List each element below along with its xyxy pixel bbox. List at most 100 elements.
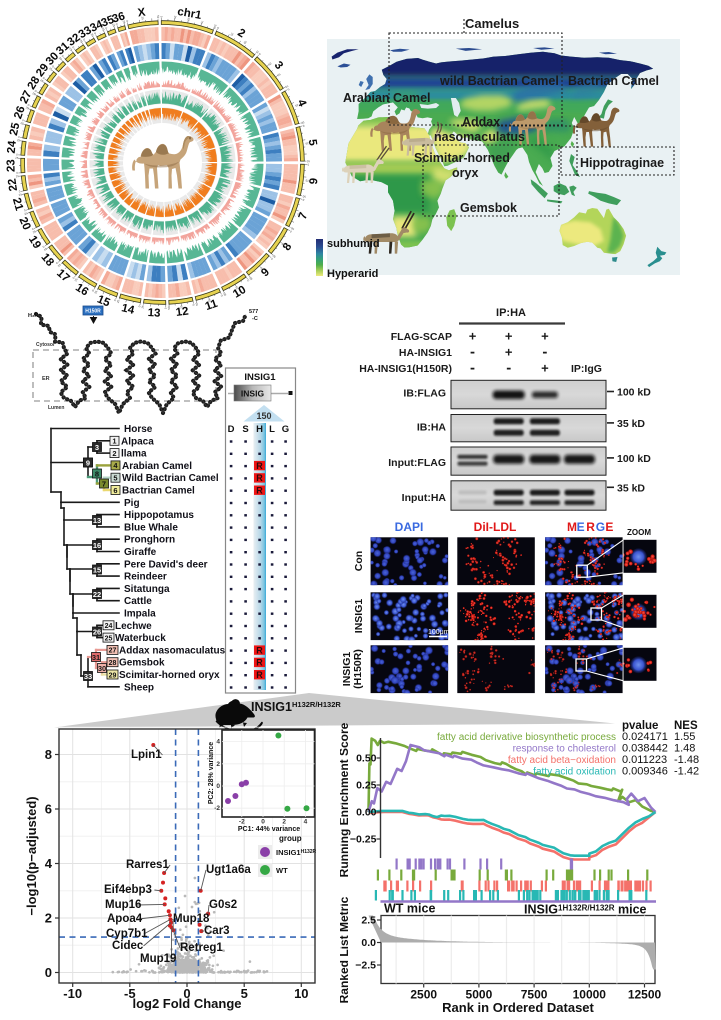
svg-text:26: 26 [93, 627, 101, 636]
svg-text:INSIG1H132R: INSIG1H132R [276, 848, 317, 857]
svg-text:0.0: 0.0 [361, 937, 376, 949]
svg-text:Lechwe: Lechwe [115, 621, 152, 632]
svg-text:8: 8 [95, 469, 99, 478]
svg-text:27: 27 [109, 648, 117, 655]
svg-text:24: 24 [6, 140, 19, 155]
svg-text:Cattle: Cattle [124, 596, 152, 607]
svg-text:Eif4ebp3: Eif4ebp3 [104, 884, 152, 896]
svg-text:25: 25 [74, 277, 79, 282]
svg-text:75: 75 [200, 20, 205, 25]
svg-text:10000: 10000 [573, 988, 607, 1002]
svg-text:fatty acid oxidation: fatty acid oxidation [533, 767, 616, 778]
svg-text:0: 0 [191, 303, 195, 306]
svg-text:16: 16 [73, 282, 90, 299]
svg-text:23: 23 [5, 159, 17, 172]
svg-text:50: 50 [300, 120, 305, 125]
svg-text:Mup16: Mup16 [105, 899, 141, 911]
svg-text:INSIG1: INSIG1 [353, 599, 365, 634]
svg-text:25: 25 [8, 121, 23, 137]
svg-text:Wild Bactrian Camel: Wild Bactrian Camel [122, 473, 219, 484]
svg-text:25: 25 [43, 247, 48, 252]
svg-text:50: 50 [156, 15, 160, 19]
svg-text:E: E [605, 520, 613, 534]
svg-text:+: + [505, 329, 513, 344]
svg-text:4: 4 [113, 461, 118, 470]
svg-text:13: 13 [93, 516, 101, 525]
svg-text:HA-INSIG1: HA-INSIG1 [399, 347, 452, 359]
svg-text:25: 25 [68, 47, 73, 52]
svg-text:-: - [542, 344, 547, 361]
svg-text:0: 0 [125, 20, 129, 23]
svg-text:IP:HA: IP:HA [496, 307, 526, 319]
svg-text:Lumen: Lumen [48, 405, 64, 411]
svg-text:25: 25 [18, 192, 22, 197]
svg-text:+: + [541, 329, 549, 344]
svg-text:25: 25 [20, 121, 24, 126]
svg-text:DiI-LDL: DiI-LDL [474, 520, 517, 534]
svg-text:0: 0 [27, 103, 30, 107]
svg-text:0: 0 [261, 819, 265, 826]
svg-text:-: - [506, 360, 511, 377]
svg-text:12500: 12500 [628, 988, 662, 1002]
svg-text:25: 25 [173, 15, 177, 19]
svg-text:Ranked List Metric: Ranked List Metric [340, 896, 351, 1003]
svg-text:0.25: 0.25 [356, 780, 377, 792]
svg-text:G: G [596, 520, 605, 534]
svg-text:Rarres1: Rarres1 [126, 859, 169, 871]
svg-text:Giraffe: Giraffe [124, 547, 157, 558]
svg-text:INSIG1: INSIG1 [244, 372, 276, 383]
svg-text:0.009346: 0.009346 [622, 766, 668, 778]
svg-text:577: 577 [249, 309, 258, 315]
svg-text:0: 0 [18, 189, 21, 193]
svg-text:0: 0 [216, 26, 220, 29]
svg-text:-2: -2 [214, 805, 220, 812]
svg-text:Con: Con [353, 551, 365, 571]
svg-text:50: 50 [276, 72, 281, 77]
svg-text:28: 28 [109, 660, 117, 667]
svg-text:INSIG1H132R/H132R mice: INSIG1H132R/H132R mice [524, 903, 647, 917]
svg-text:-10: -10 [63, 986, 82, 1001]
svg-text:−2.5: −2.5 [355, 960, 376, 972]
svg-text:0: 0 [82, 38, 86, 42]
svg-text:33: 33 [77, 24, 94, 41]
svg-text:25: 25 [105, 635, 113, 642]
svg-text:subhumid: subhumid [327, 238, 380, 250]
svg-text:50: 50 [242, 40, 247, 45]
svg-text:G0s2: G0s2 [209, 899, 237, 911]
svg-text:25: 25 [58, 56, 63, 61]
svg-text:0: 0 [18, 135, 21, 139]
svg-text:pvalue: pvalue [622, 720, 658, 732]
svg-text:Cyp7b1: Cyp7b1 [106, 928, 148, 940]
svg-text:0: 0 [137, 305, 141, 308]
svg-text:100 kD: 100 kD [617, 387, 651, 399]
svg-text:25: 25 [101, 27, 106, 32]
svg-text:Horse: Horse [124, 424, 153, 435]
svg-text:Pig: Pig [124, 498, 140, 509]
svg-text:Mup18: Mup18 [173, 913, 210, 925]
svg-text:chr1: chr1 [176, 6, 203, 22]
svg-text:R: R [256, 670, 263, 680]
svg-text:25: 25 [122, 20, 127, 24]
svg-text:Car3: Car3 [204, 925, 230, 937]
svg-text:0: 0 [71, 45, 75, 49]
svg-text:6: 6 [45, 802, 52, 817]
svg-text:25: 25 [229, 32, 234, 37]
svg-text:IB:HA: IB:HA [417, 422, 447, 434]
svg-text:0: 0 [93, 32, 97, 36]
svg-text:1.48: 1.48 [674, 743, 695, 755]
svg-text:WT: WT [276, 866, 288, 875]
svg-text:50: 50 [290, 226, 295, 231]
svg-text:llama: llama [121, 449, 147, 460]
svg-text:Arabian Camel: Arabian Camel [122, 461, 192, 472]
svg-text:34: 34 [88, 18, 105, 35]
svg-text:INSIG: INSIG [241, 389, 265, 399]
svg-text:50: 50 [248, 276, 253, 281]
svg-text:25: 25 [17, 138, 21, 142]
svg-text:1.55: 1.55 [674, 731, 695, 743]
svg-text:WT mice: WT mice [384, 902, 435, 916]
svg-text:25: 25 [32, 91, 37, 96]
svg-text:Mup19: Mup19 [140, 953, 176, 965]
svg-text:0: 0 [61, 54, 65, 58]
svg-text:wild Bactrian Camel: wild Bactrian Camel [439, 74, 559, 88]
svg-text:0.024171: 0.024171 [622, 731, 668, 743]
